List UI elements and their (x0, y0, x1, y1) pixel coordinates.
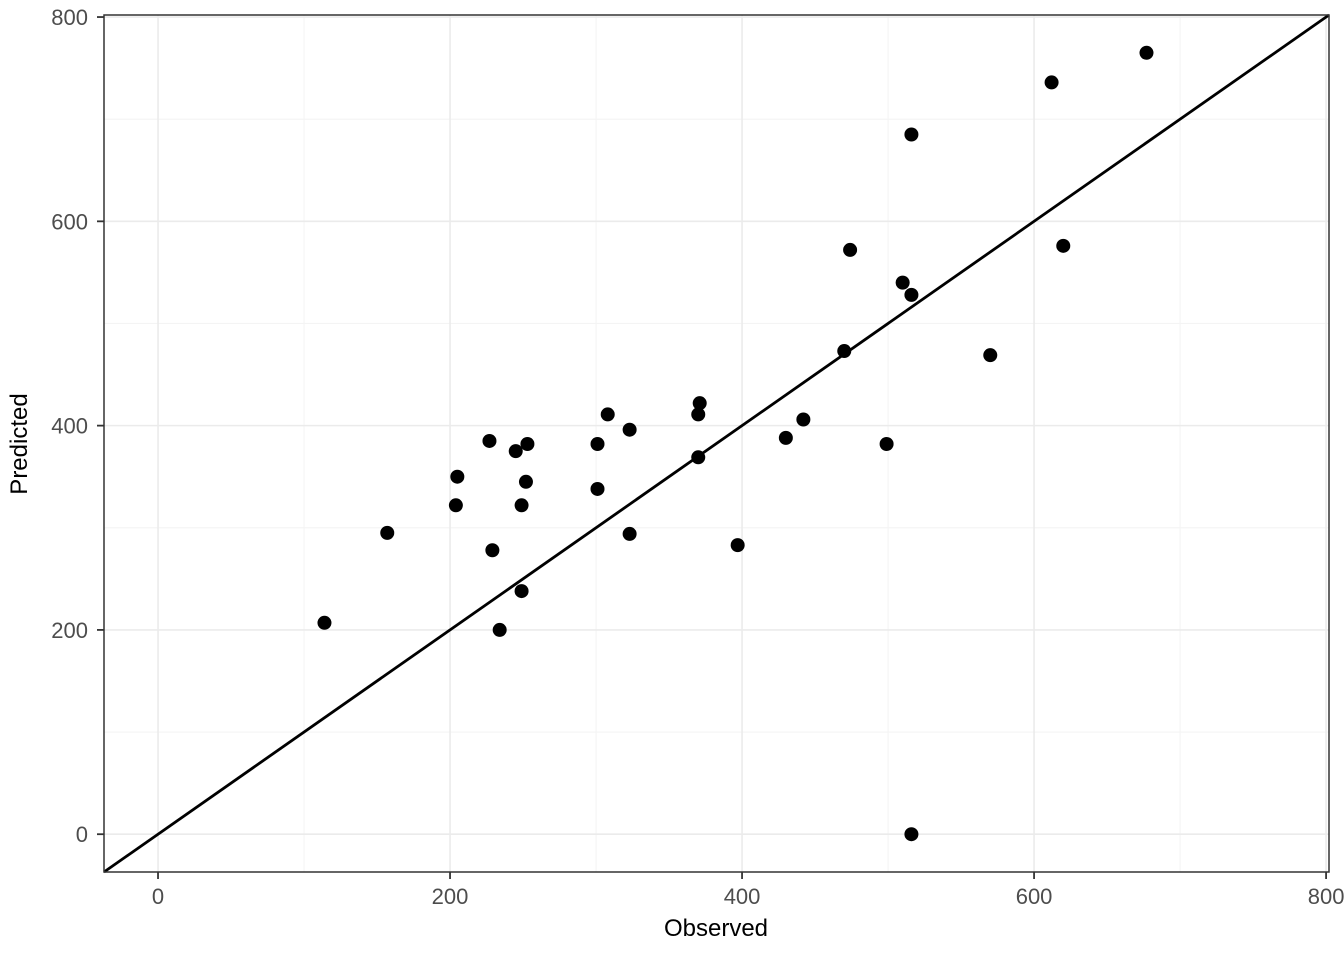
data-point (1056, 238, 1071, 253)
data-point (1044, 75, 1059, 90)
y-tick-label: 200 (51, 618, 88, 643)
data-point (1139, 45, 1154, 60)
points-layer (317, 45, 1154, 842)
data-point (691, 450, 706, 465)
x-tick-label: 400 (724, 884, 761, 909)
y-tick-label: 400 (51, 414, 88, 439)
identity-line-layer (103, 13, 1330, 874)
data-point (518, 474, 533, 489)
data-point (482, 433, 497, 448)
data-point (692, 396, 707, 411)
data-point (983, 348, 998, 363)
y-axis-title: Predicted (6, 393, 33, 494)
data-point (600, 407, 615, 422)
y-tick-label: 800 (51, 5, 88, 30)
x-tick-label: 0 (152, 884, 164, 909)
grid-major-layer (104, 15, 1329, 872)
x-tick-label: 600 (1016, 884, 1053, 909)
data-point (380, 525, 395, 540)
data-point (590, 437, 605, 452)
data-point (691, 407, 706, 422)
data-point (622, 422, 637, 437)
data-point (904, 827, 919, 842)
y-tick-label: 600 (51, 209, 88, 234)
data-point (904, 127, 919, 142)
data-point (520, 437, 535, 452)
data-point (730, 538, 745, 553)
data-point (622, 526, 637, 541)
data-point (492, 622, 507, 637)
data-point (904, 287, 919, 302)
axis-tick-labels-layer: 0 200 400 600 800 0 200 400 600 800 (51, 5, 1344, 909)
data-point (514, 584, 529, 599)
data-point (508, 444, 523, 459)
data-point (317, 615, 332, 630)
axis-ticks-layer (97, 16, 1327, 879)
data-point (837, 344, 852, 359)
data-point (895, 275, 910, 290)
data-point (843, 242, 858, 257)
y-tick-label: 0 (76, 822, 88, 847)
x-tick-label: 800 (1308, 884, 1344, 909)
data-point (879, 437, 894, 452)
data-point (796, 412, 811, 427)
data-point (450, 469, 465, 484)
data-point (590, 481, 605, 496)
identity-line (103, 13, 1330, 874)
data-point (778, 430, 793, 445)
x-axis-title: Observed (664, 915, 768, 942)
data-point (514, 498, 529, 513)
data-point (448, 498, 463, 513)
x-tick-label: 200 (432, 884, 469, 909)
panel-border (103, 14, 1330, 873)
data-point (485, 543, 500, 558)
